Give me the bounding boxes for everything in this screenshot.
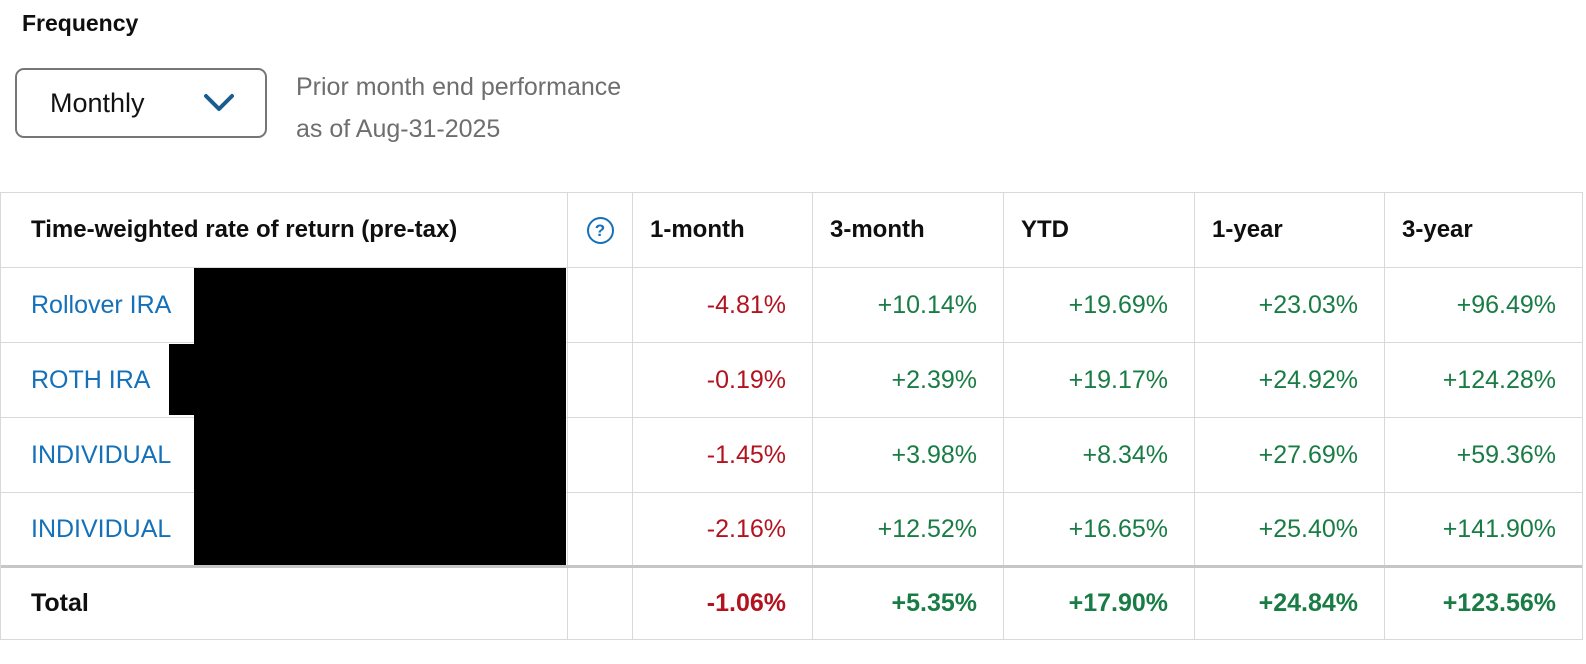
total-value-cell: +5.35%: [813, 568, 1004, 639]
account-cell: Rollover IRA: [1, 268, 568, 342]
table-total-row: Total -1.06% +5.35% +17.90% +24.84% +123.56%: [1, 568, 1582, 639]
help-cell-spacer: [568, 568, 633, 639]
value-cell: +96.49%: [1456, 290, 1556, 319]
column-header-1-year: 1-year: [1195, 193, 1385, 267]
table-title: Time-weighted rate of return (pre-tax): [1, 193, 568, 267]
table-row: Rollover IRA -4.81% +10.14% +19.69% +23.03% +…: [1, 268, 1582, 343]
account-link[interactable]: ROTH IRA: [31, 365, 151, 394]
value-cell: -2.16%: [633, 493, 813, 565]
account-link[interactable]: INDIVIDUAL: [31, 514, 172, 543]
help-icon[interactable]: ?: [586, 216, 614, 244]
account-link[interactable]: INDIVIDUAL: [31, 440, 172, 469]
account-link[interactable]: Rollover IRA: [31, 290, 172, 319]
value-cell: +12.52%: [813, 493, 1004, 565]
total-label: Total: [1, 568, 568, 639]
help-cell-spacer: [568, 343, 633, 417]
frequency-dropdown[interactable]: Monthly: [15, 68, 267, 138]
column-header-1-month: 1-month: [633, 193, 813, 267]
value-cell: +3.98%: [813, 418, 1004, 492]
value-cell: +8.34%: [1004, 418, 1195, 492]
redaction-overlay: [169, 344, 194, 415]
help-cell-spacer: [568, 418, 633, 492]
value-cell: +59.36%: [1456, 440, 1556, 469]
account-cell: INDIVIDUAL: [1, 493, 568, 565]
value-cell: +2.39%: [813, 343, 1004, 417]
table-row: ROTH IRA -0.19% +2.39% +19.17% +24.92% +124.2…: [1, 343, 1582, 418]
chevron-down-icon: [204, 94, 234, 111]
account-cell: INDIVIDUAL: [1, 418, 568, 492]
value-cell: +19.69%: [1004, 268, 1195, 342]
total-value-cell: +24.84%: [1195, 568, 1385, 639]
help-cell-spacer: [568, 493, 633, 565]
help-cell: ?: [568, 193, 633, 267]
asof-note-line1: Prior month end performance: [296, 73, 622, 101]
value-cell: -1.45%: [633, 418, 813, 492]
value-cell: +10.14%: [813, 268, 1004, 342]
table-header-row: Time-weighted rate of return (pre-tax) ?…: [1, 193, 1582, 268]
table-row: INDIVIDUAL -1.45% +3.98% +8.34% +27.69% +59.3…: [1, 418, 1582, 493]
frequency-label: Frequency: [22, 10, 139, 36]
value-cell: +27.69%: [1195, 418, 1385, 492]
value-cell: -4.81%: [633, 268, 813, 342]
total-value-cell: +17.90%: [1004, 568, 1195, 639]
chevron-stroke: [204, 94, 234, 111]
redaction-overlay: [194, 268, 566, 565]
total-value-cell: +123.56%: [1442, 589, 1556, 617]
value-cell: +141.90%: [1442, 514, 1556, 543]
column-header-3-year: 3-year: [1402, 216, 1473, 243]
column-header-3-month: 3-month: [813, 193, 1004, 267]
value-cell: +124.28%: [1442, 365, 1556, 394]
column-header-ytd: YTD: [1004, 193, 1195, 267]
value-cell: -0.19%: [633, 343, 813, 417]
performance-asof-note: Prior month end performance as of Aug-31…: [296, 66, 621, 150]
value-cell: +25.40%: [1195, 493, 1385, 565]
performance-table: Time-weighted rate of return (pre-tax) ?…: [0, 192, 1583, 640]
value-cell: +16.65%: [1004, 493, 1195, 565]
frequency-selected-value: Monthly: [50, 87, 145, 118]
help-cell-spacer: [568, 268, 633, 342]
value-cell: +23.03%: [1195, 268, 1385, 342]
value-cell: +24.92%: [1195, 343, 1385, 417]
account-cell: ROTH IRA: [1, 343, 568, 417]
total-value-cell: -1.06%: [633, 568, 813, 639]
table-row: INDIVIDUAL -2.16% +12.52% +16.65% +25.40% +14…: [1, 493, 1582, 568]
asof-note-line2: as of Aug-31-2025: [296, 115, 501, 143]
value-cell: +19.17%: [1004, 343, 1195, 417]
